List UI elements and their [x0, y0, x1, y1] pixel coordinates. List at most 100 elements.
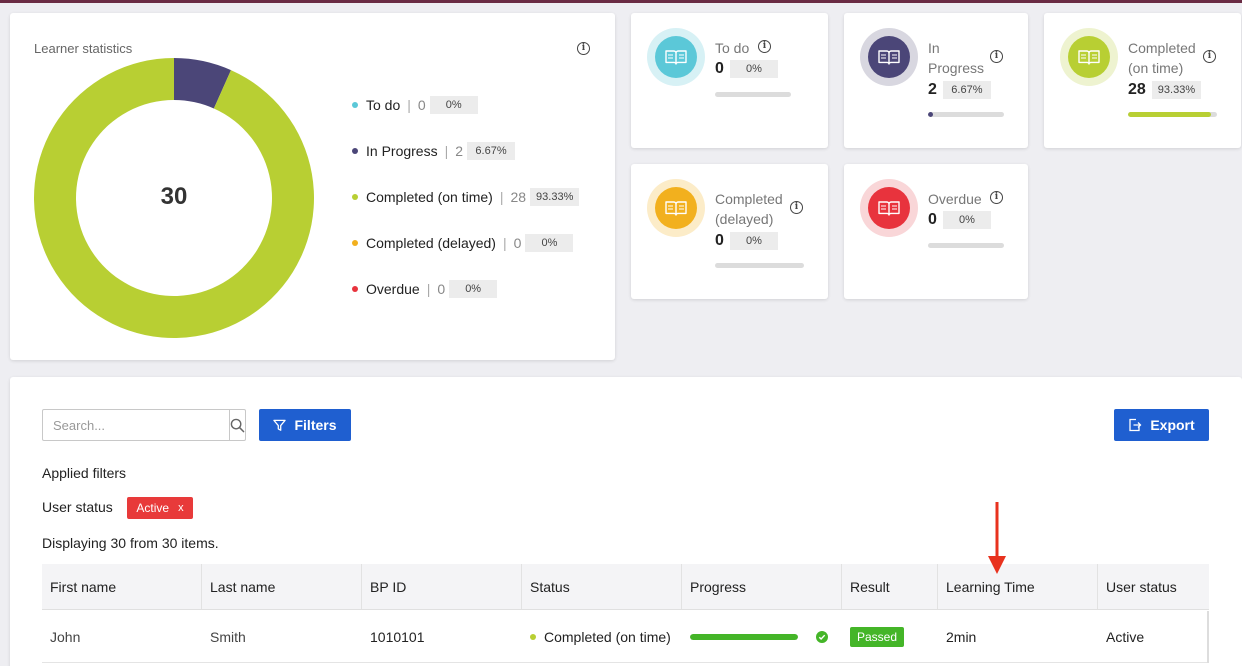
column-header[interactable]: Learning Time: [938, 564, 1098, 609]
book-icon: [868, 36, 910, 78]
status-card-value: 0: [715, 232, 724, 249]
status-ring: [860, 28, 918, 86]
status-card-label: Completed (on time): [1128, 40, 1196, 76]
stats-title: Learner statistics: [34, 41, 133, 56]
legend-dot: [352, 102, 358, 108]
legend-count: 2: [455, 143, 464, 159]
learners-table-card: Filters Export Applied filters User stat…: [10, 377, 1242, 666]
legend-dot: [352, 286, 358, 292]
status-ring: [860, 179, 918, 237]
donut-segment-in-progress[interactable]: [174, 58, 231, 109]
status-card-pct: 93.33%: [1151, 81, 1202, 99]
cell-result: Passed: [842, 611, 938, 662]
status-card-label: Completed (delayed): [715, 191, 783, 227]
status-card-label: Overdue: [928, 191, 982, 207]
donut-chart: [34, 58, 314, 338]
active-filter-label: Active: [136, 501, 170, 515]
result-badge: Passed: [850, 626, 905, 647]
status-card-label: In Progress: [928, 40, 985, 76]
cell-status: Completed (on time): [522, 611, 682, 662]
status-ring: [647, 179, 705, 237]
donut-total: 30: [160, 183, 188, 210]
legend-count: 28: [510, 189, 527, 205]
column-header[interactable]: BP ID: [362, 564, 522, 609]
info-icon[interactable]: i: [990, 191, 1003, 204]
legend-count: 0: [417, 97, 426, 113]
legend-item-overdue: Overdue | 0 0%: [352, 279, 498, 299]
status-ring: [1060, 28, 1118, 86]
legend-item-completed-on-time: Completed (on time) | 28 93.33%: [352, 187, 580, 207]
info-icon[interactable]: i: [790, 201, 803, 214]
cell-user-status: Active: [1106, 628, 1145, 645]
donut-segment-completed-on-time[interactable]: [34, 58, 314, 338]
info-icon[interactable]: i: [577, 42, 590, 55]
column-header[interactable]: User status: [1106, 578, 1177, 595]
legend-pct: 6.67%: [467, 142, 516, 160]
legend-count: 0: [513, 235, 522, 251]
status-card-value: 2: [928, 81, 937, 98]
status-card-todo: To do i 0 0%: [631, 13, 828, 148]
legend-pct: 0%: [449, 280, 498, 298]
status-card-bar: [928, 243, 1004, 248]
info-icon[interactable]: i: [1203, 50, 1216, 63]
close-icon[interactable]: x: [178, 502, 184, 514]
display-count: Displaying 30 from 30 items.: [42, 535, 219, 551]
filters-button[interactable]: Filters: [259, 409, 351, 441]
status-ring: [647, 28, 705, 86]
scroll-edge: [1207, 611, 1209, 663]
column-header[interactable]: Status: [522, 564, 682, 609]
status-card-pct: 0%: [729, 232, 778, 250]
annotation-arrow-icon: [988, 502, 1006, 574]
book-icon: [868, 187, 910, 229]
cell-first-name: John: [50, 628, 81, 645]
status-card-bar: [715, 92, 791, 97]
status-card-completed-delayed: Completed (delayed) i 0 0%: [631, 164, 828, 299]
status-card-value: 28: [1128, 81, 1146, 98]
legend-pct: 93.33%: [530, 188, 580, 206]
export-label: Export: [1150, 417, 1195, 433]
status-card-overdue: Overdue i 0 0%: [844, 164, 1028, 299]
info-icon[interactable]: i: [990, 50, 1003, 63]
legend-item-completed-delayed: Completed (delayed) | 0 0%: [352, 233, 574, 253]
status-card-value: 0: [928, 211, 937, 228]
export-button[interactable]: Export: [1114, 409, 1209, 441]
status-card-label: To do: [715, 40, 750, 56]
status-card-pct: 0%: [942, 211, 991, 229]
status-card-pct: 6.67%: [942, 81, 991, 99]
top-accent-line: [0, 0, 1242, 3]
status-card-completed-on-time: Completed (on time) i 28 93.33%: [1044, 13, 1241, 148]
column-header[interactable]: First name: [42, 564, 202, 609]
status-text: Completed (on time): [544, 628, 671, 645]
legend-pct: 0%: [429, 96, 478, 114]
filters-label: Filters: [294, 417, 337, 433]
table-header: First name Last name BP ID Status Progre…: [42, 564, 1209, 610]
status-card-pct: 0%: [729, 60, 778, 78]
column-header[interactable]: Last name: [202, 564, 362, 609]
column-header[interactable]: Result: [842, 564, 938, 609]
legend-label: In Progress: [366, 143, 438, 159]
legend-dot: [352, 194, 358, 200]
table-row[interactable]: John Smith 1010101 Completed (on time) P…: [42, 611, 1209, 663]
cell-last-name: Smith: [210, 628, 246, 645]
search-input[interactable]: [43, 410, 229, 440]
status-card-bar: [928, 112, 1004, 117]
cell-learning-time: 2min: [946, 628, 977, 645]
status-card-bar: [1128, 112, 1217, 117]
cell-bp-id: 1010101: [370, 628, 425, 645]
search-icon: [230, 418, 245, 432]
info-icon[interactable]: i: [758, 40, 771, 53]
legend-dot: [352, 240, 358, 246]
export-icon: [1129, 418, 1142, 432]
search-box: [42, 409, 246, 441]
column-header[interactable]: Progress: [682, 564, 842, 609]
legend-label: Completed (on time): [366, 189, 493, 205]
book-icon: [655, 187, 697, 229]
legend-dot: [352, 148, 358, 154]
legend-label: To do: [366, 97, 401, 113]
status-card-bar: [715, 263, 804, 268]
applied-filters-title: Applied filters: [42, 465, 127, 481]
search-button[interactable]: [229, 410, 245, 440]
active-filter-chip[interactable]: Active x: [127, 497, 193, 519]
status-card-in-progress: In Progress i 2 6.67%: [844, 13, 1028, 148]
progress-bar: [690, 633, 798, 640]
